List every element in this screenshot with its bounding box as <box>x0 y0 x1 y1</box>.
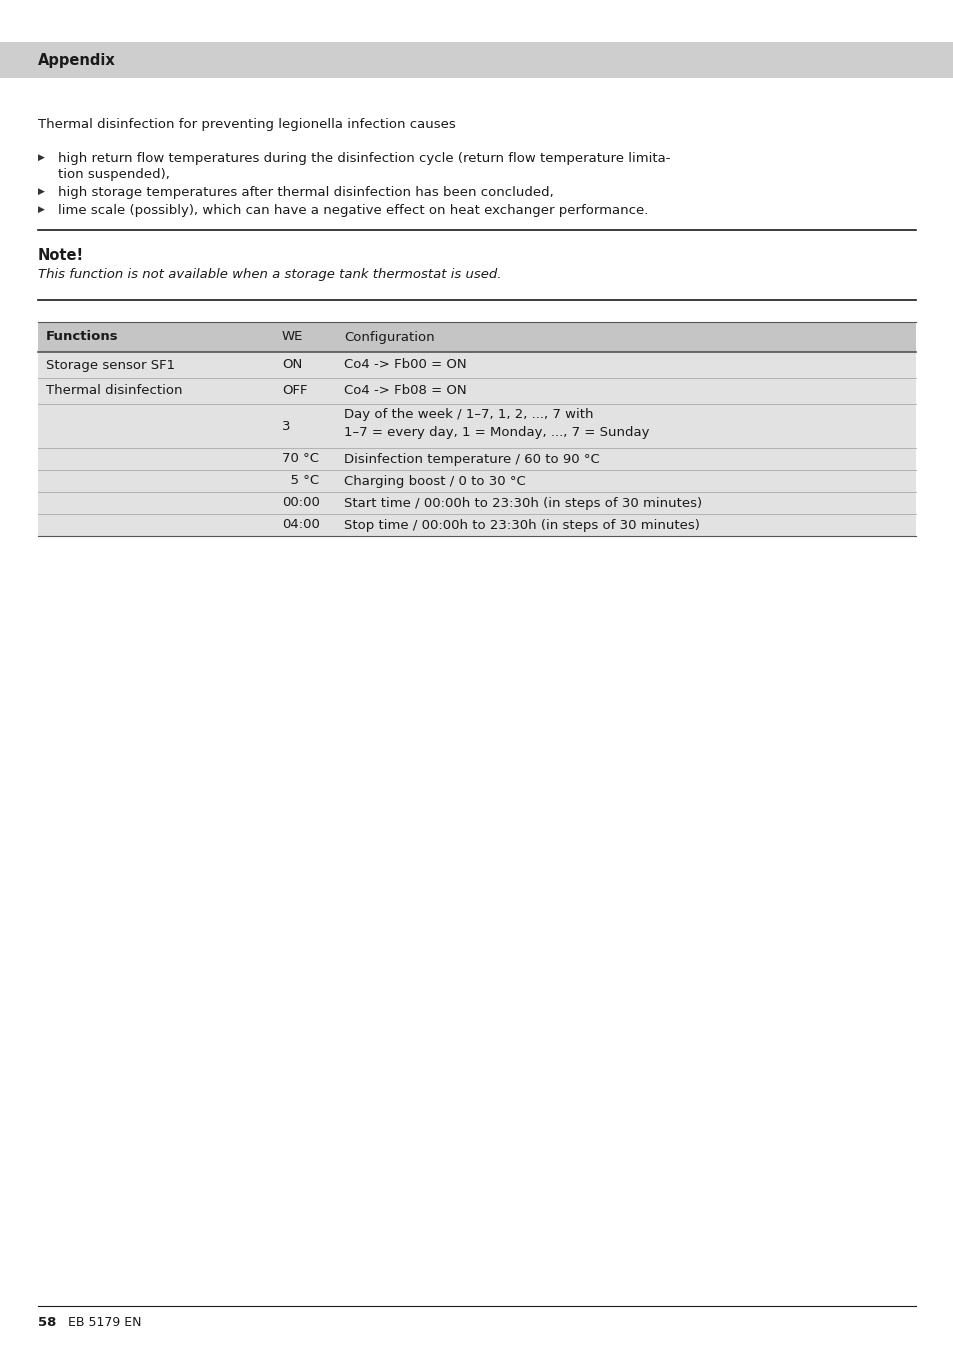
Text: 3: 3 <box>282 419 291 433</box>
Text: 5 °C: 5 °C <box>282 475 319 488</box>
Bar <box>38 470 915 492</box>
Text: lime scale (possibly), which can have a negative effect on heat exchanger perfor: lime scale (possibly), which can have a … <box>58 204 648 218</box>
Text: Charging boost / 0 to 30 °C: Charging boost / 0 to 30 °C <box>344 475 525 488</box>
Text: ▶: ▶ <box>38 206 45 214</box>
Text: Note!: Note! <box>38 247 84 264</box>
Text: This function is not available when a storage tank thermostat is used.: This function is not available when a st… <box>38 268 501 281</box>
Bar <box>38 448 915 470</box>
Text: ▶: ▶ <box>38 187 45 196</box>
Text: Appendix: Appendix <box>38 54 115 69</box>
Bar <box>38 404 915 448</box>
Bar <box>38 379 915 404</box>
Text: WE: WE <box>282 330 303 343</box>
Text: high return flow temperatures during the disinfection cycle (return flow tempera: high return flow temperatures during the… <box>58 151 670 165</box>
Text: ▶: ▶ <box>38 153 45 162</box>
Text: 58: 58 <box>38 1315 56 1329</box>
Text: Storage sensor SF1: Storage sensor SF1 <box>46 358 175 372</box>
Bar <box>0 42 953 78</box>
Text: OFF: OFF <box>282 384 307 397</box>
Text: 70 °C: 70 °C <box>282 453 318 465</box>
Text: 04:00: 04:00 <box>282 519 319 531</box>
Text: Stop time / 00:00h to 23:30h (in steps of 30 minutes): Stop time / 00:00h to 23:30h (in steps o… <box>344 519 700 531</box>
Text: Functions: Functions <box>46 330 118 343</box>
Text: EB 5179 EN: EB 5179 EN <box>68 1315 141 1329</box>
Bar <box>38 492 915 514</box>
Text: ON: ON <box>282 358 302 372</box>
Text: Co4 -> Fb08 = ON: Co4 -> Fb08 = ON <box>344 384 466 397</box>
Bar <box>38 514 915 535</box>
Text: Start time / 00:00h to 23:30h (in steps of 30 minutes): Start time / 00:00h to 23:30h (in steps … <box>344 496 701 510</box>
Text: tion suspended),: tion suspended), <box>58 168 170 181</box>
Text: Day of the week / 1–7, 1, 2, ..., 7 with
1–7 = every day, 1 = Monday, ..., 7 = S: Day of the week / 1–7, 1, 2, ..., 7 with… <box>344 408 649 439</box>
Text: Configuration: Configuration <box>344 330 435 343</box>
Text: Thermal disinfection: Thermal disinfection <box>46 384 182 397</box>
Bar <box>38 352 915 379</box>
Bar <box>38 322 915 352</box>
Text: 00:00: 00:00 <box>282 496 319 510</box>
Text: Co4 -> Fb00 = ON: Co4 -> Fb00 = ON <box>344 358 466 372</box>
Text: high storage temperatures after thermal disinfection has been concluded,: high storage temperatures after thermal … <box>58 187 553 199</box>
Text: Disinfection temperature / 60 to 90 °C: Disinfection temperature / 60 to 90 °C <box>344 453 599 465</box>
Text: Thermal disinfection for preventing legionella infection causes: Thermal disinfection for preventing legi… <box>38 118 456 131</box>
